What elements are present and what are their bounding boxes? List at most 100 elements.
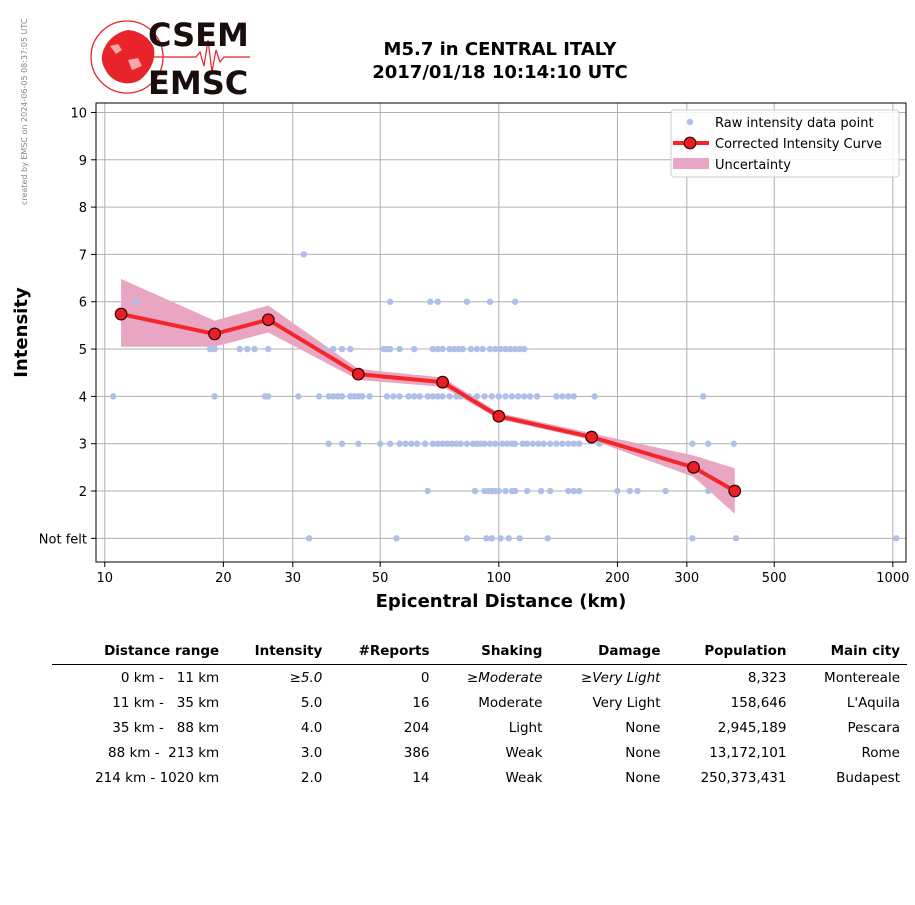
raw-data-point (492, 345, 499, 353)
raw-data-point (570, 487, 577, 495)
raw-data-point (347, 345, 354, 353)
raw-data-point (300, 251, 308, 258)
table-cell: ≥Moderate (466, 669, 543, 686)
y-tick-label: 10 (70, 106, 87, 121)
raw-data-point (481, 393, 488, 400)
table-header-row: Distance range Intensity #Reports Shaking Da… (52, 640, 907, 665)
raw-data-point (338, 345, 346, 353)
y-tick-label: Not felt (39, 532, 87, 547)
raw-data-point (444, 440, 451, 447)
table-cell: 2,945,189 (717, 719, 787, 736)
raw-data-point (634, 487, 641, 495)
raw-data-point (325, 440, 332, 447)
raw-data-point (699, 393, 707, 400)
raw-data-point (533, 393, 541, 400)
raw-data-point (576, 440, 583, 447)
raw-data-point (429, 440, 437, 447)
legend-label: Corrected Intensity Curve (715, 137, 882, 152)
table-cell: 14 (412, 769, 430, 786)
table-cell: 3.0 (300, 744, 323, 761)
y-tick-label: 9 (79, 154, 87, 169)
raw-data-point (546, 440, 554, 447)
legend-label: Uncertainty (715, 158, 791, 173)
raw-data-point (109, 393, 117, 400)
raw-data-point (505, 535, 512, 542)
y-tick-label: 5 (79, 343, 87, 358)
raw-data-point (434, 440, 441, 447)
raw-data-point (429, 345, 437, 353)
table-cell: Rome (861, 744, 901, 761)
title-datetime: 2017/01/18 10:14:10 UTC (372, 62, 628, 83)
legend-curve-marker (683, 136, 697, 150)
raw-data-point (553, 440, 560, 447)
logo-text-csem: CSEM (148, 16, 249, 54)
raw-data-point (132, 298, 140, 305)
raw-data-point (402, 440, 409, 447)
curve-marker (261, 313, 275, 327)
raw-data-point (439, 393, 446, 400)
raw-data-point (537, 487, 545, 495)
raw-data-point (413, 440, 421, 447)
raw-data-point (386, 440, 394, 447)
table-cell: Very Light (592, 694, 661, 711)
raw-data-point (386, 345, 394, 353)
table-cell: 16 (412, 694, 430, 711)
table-column-header: Shaking (436, 640, 550, 665)
raw-data-point (488, 535, 496, 542)
raw-data-point (511, 440, 519, 447)
raw-data-point (450, 345, 458, 353)
chart-title: M5.7 in CENTRAL ITALY 2017/01/18 10:14:1… (300, 38, 700, 84)
table-cell: 0 (420, 669, 430, 686)
raw-data-point (405, 393, 412, 400)
raw-data-point (495, 487, 503, 495)
table-column-header: #Reports (329, 640, 437, 665)
raw-data-point (463, 535, 471, 542)
raw-data-point (416, 393, 423, 400)
table-cell: 158,646 (730, 694, 787, 711)
intensity-chart: 10 20 30 50 100 200 300 500 1000 Not felt 2 3 4 5 6 7 8 9… (11, 102, 909, 612)
raw-data-point (439, 345, 446, 353)
raw-data-point (546, 487, 554, 495)
raw-data-point (540, 440, 547, 447)
raw-data-point (244, 345, 251, 353)
curve-marker (436, 375, 449, 389)
table-cell: 0 km - 11 km (120, 669, 220, 686)
raw-data-point (411, 393, 418, 400)
y-tick-label: 7 (79, 248, 87, 263)
raw-data-point (559, 440, 566, 447)
raw-data-point (305, 535, 313, 542)
table-row: 214 km - 1020 km 2.0 14 Weak None 250,373,431… (52, 765, 907, 790)
raw-data-point (483, 535, 490, 542)
table-cell: 8,323 (747, 669, 787, 686)
raw-data-point (521, 345, 528, 353)
raw-data-point (486, 298, 494, 305)
table-cell: Weak (505, 744, 543, 761)
raw-data-point (446, 393, 453, 400)
raw-data-point (570, 440, 577, 447)
raw-data-point (502, 345, 509, 353)
table-column-header: Main city (793, 640, 907, 665)
raw-data-point (576, 487, 583, 495)
raw-data-point (481, 440, 488, 447)
raw-data-point (511, 345, 519, 353)
y-tick-label: 2 (79, 485, 87, 500)
curve-marker (728, 484, 742, 498)
x-tick-label: 20 (215, 571, 232, 586)
raw-data-point (497, 535, 504, 542)
table-cell: None (625, 719, 661, 736)
table-cell: 35 km - 88 km (112, 719, 220, 736)
raw-data-point (893, 535, 900, 542)
raw-data-point (358, 393, 366, 400)
legend-uncertainty-swatch (673, 158, 709, 169)
raw-data-point (492, 440, 499, 447)
raw-data-point (523, 440, 531, 447)
raw-data-point (434, 393, 441, 400)
raw-data-point (662, 487, 669, 495)
raw-data-point (511, 298, 519, 305)
raw-data-point (424, 393, 431, 400)
curve-marker (351, 367, 365, 381)
x-tick-label: 1000 (876, 571, 909, 586)
table-cell: None (625, 744, 661, 761)
raw-data-point (507, 345, 514, 353)
table-cell: 386 (403, 744, 430, 761)
